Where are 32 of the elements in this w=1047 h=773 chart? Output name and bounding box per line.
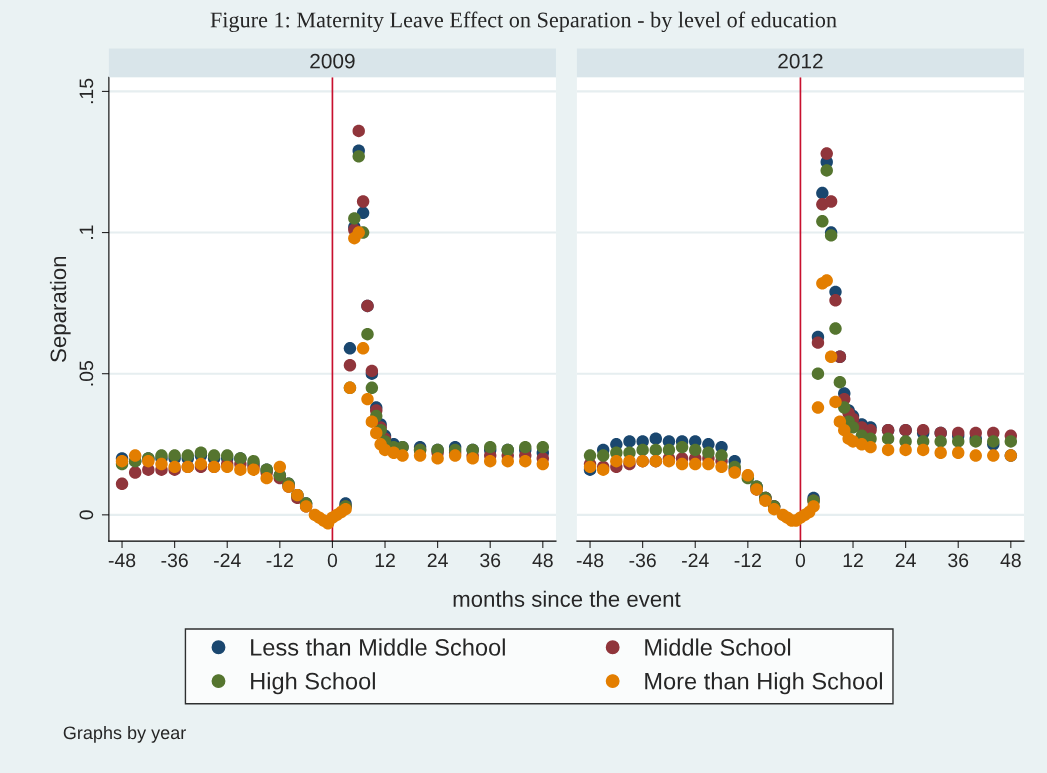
x-tick-label: -36 xyxy=(161,553,188,568)
x-tick-label: -12 xyxy=(266,553,293,567)
x-tick-label: 12 xyxy=(843,553,863,567)
legend-label: High School xyxy=(251,672,375,695)
x-tick-label: 0 xyxy=(327,553,338,568)
x-tick-label: -24 xyxy=(682,553,709,567)
x-tick-label: -48 xyxy=(108,553,136,568)
x-tick-label: -48 xyxy=(576,553,604,568)
x-tick-label: 36 xyxy=(948,553,969,568)
x-tick-label: 24 xyxy=(427,553,448,567)
caption: Figure 1: Maternity Leave Effect on Separation - by level of education xyxy=(210,11,837,33)
y-tick-label: .1 xyxy=(79,225,94,239)
legend-label: More than High School xyxy=(645,672,882,695)
x-tick-label: -36 xyxy=(629,553,656,568)
x-tick-label: 12 xyxy=(375,553,395,567)
x-tick-label: 48 xyxy=(1000,553,1021,568)
x-tick-label: -12 xyxy=(734,553,761,567)
chart-title: 2009 xyxy=(310,53,355,69)
legend-label: Middle School xyxy=(645,638,791,656)
y-tick-label: .05 xyxy=(79,361,94,386)
y-tick-label: .15 xyxy=(79,78,94,104)
x-tick-label: -24 xyxy=(214,553,241,567)
y-axis-title: Separation xyxy=(49,256,71,362)
x-tick-label: 24 xyxy=(895,553,916,567)
x-axis-title: months since the event xyxy=(453,590,681,607)
x-tick-label: 48 xyxy=(532,553,553,568)
legend-label: Less than Middle School xyxy=(251,638,505,656)
x-tick-label: 36 xyxy=(480,553,501,568)
x-tick-label: 0 xyxy=(795,553,806,568)
chart-title: 2012 xyxy=(778,53,823,69)
y-tick-label: 0 xyxy=(79,510,94,520)
text: Graphs by year xyxy=(63,725,186,743)
